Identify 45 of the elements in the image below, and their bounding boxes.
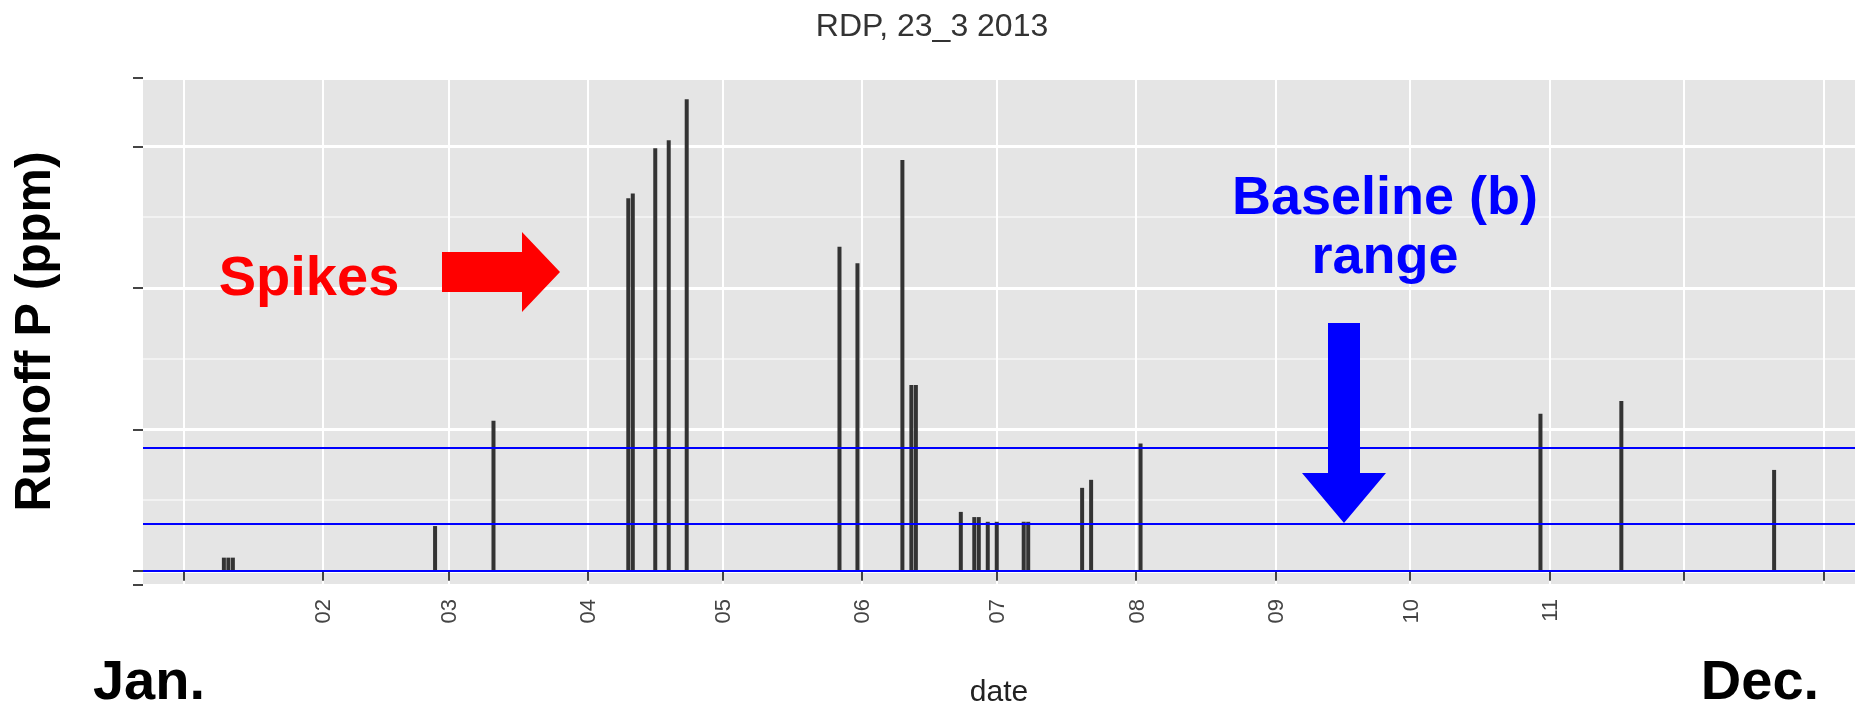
y-axis-title: Runoff P (ppm) xyxy=(5,151,61,512)
bar xyxy=(630,193,635,571)
bar xyxy=(666,140,671,571)
bar xyxy=(226,557,231,571)
bar xyxy=(230,557,235,571)
bar xyxy=(958,511,963,571)
bar xyxy=(1538,413,1543,571)
bar xyxy=(976,517,981,571)
bar xyxy=(855,263,860,571)
bar xyxy=(1026,521,1031,571)
x-tick-label: 07 xyxy=(984,599,1010,624)
x-tick-label: 04 xyxy=(575,599,601,624)
bar xyxy=(972,517,977,571)
bar xyxy=(653,148,658,571)
x-tick-label: 03 xyxy=(436,599,462,624)
bar xyxy=(1021,521,1026,571)
x-tick-label: 11 xyxy=(1536,599,1562,622)
bar xyxy=(909,385,914,571)
x-tick-label: 06 xyxy=(849,599,875,624)
annotation: Spikes xyxy=(218,244,400,308)
bar xyxy=(994,521,999,571)
bar xyxy=(1138,443,1143,571)
bar xyxy=(900,160,905,571)
bar xyxy=(985,521,990,571)
bar xyxy=(913,385,918,571)
x-tick-label: 02 xyxy=(310,599,336,624)
x-tick-label: 10 xyxy=(1397,599,1423,624)
x-tick-label: 08 xyxy=(1123,599,1149,624)
chart-title: RDP, 23_3 2013 xyxy=(815,7,1049,43)
x-axis-title: date xyxy=(969,673,1029,707)
bar xyxy=(1619,401,1624,571)
x-tick-label: 09 xyxy=(1262,599,1288,624)
text: Jan. xyxy=(92,648,206,712)
bar xyxy=(1080,487,1085,571)
bar xyxy=(491,420,496,571)
bar xyxy=(1089,479,1094,571)
bar xyxy=(837,246,842,571)
x-tick-label: 05 xyxy=(710,599,736,624)
bar xyxy=(1772,469,1777,571)
bar xyxy=(626,198,631,571)
bar xyxy=(433,526,438,571)
bar xyxy=(221,557,226,571)
annotation: Baseline (b) range xyxy=(1231,164,1539,285)
bar xyxy=(684,99,689,571)
text: Dec. xyxy=(1700,648,1820,712)
